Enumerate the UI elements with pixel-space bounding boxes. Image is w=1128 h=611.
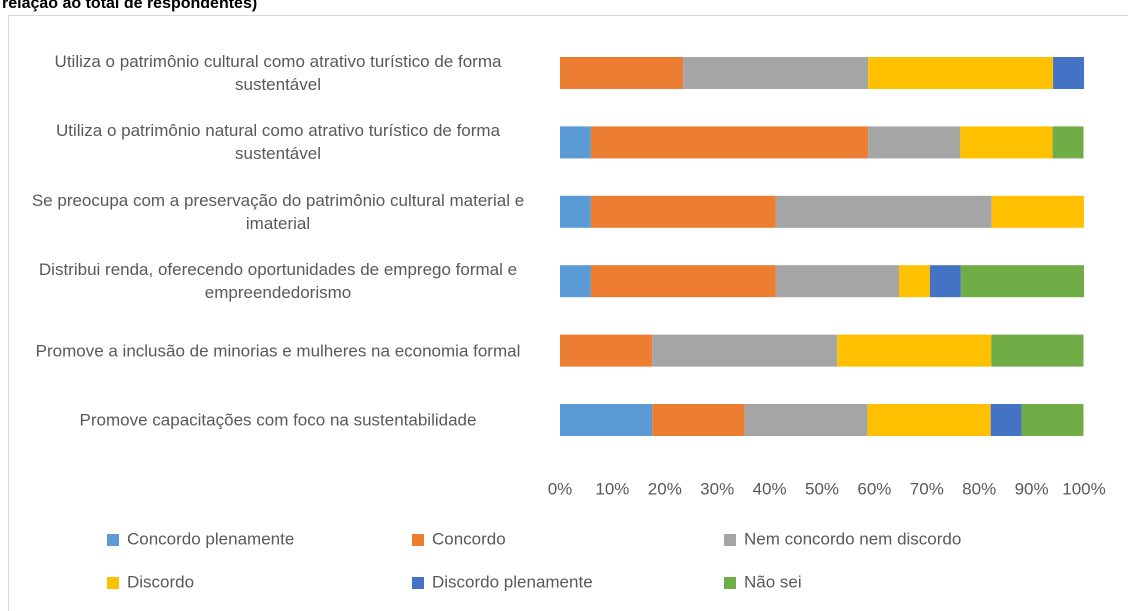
chart-title: relação ao total de respondentes) — [2, 0, 257, 12]
bar-segment — [560, 57, 684, 89]
legend-swatch — [412, 577, 424, 589]
bar-segment — [899, 265, 930, 298]
bar-segment — [1053, 57, 1084, 89]
legend-label: Não sei — [744, 572, 802, 591]
bar-segment — [775, 195, 992, 228]
chart-frame — [8, 15, 1128, 611]
x-tick-label: 60% — [857, 479, 891, 498]
legend-label: Nem concordo nem discordo — [744, 529, 961, 548]
bar-segment — [837, 334, 992, 367]
x-tick-label: 20% — [648, 479, 682, 498]
x-tick-label: 70% — [910, 479, 944, 498]
bar-segment — [560, 334, 653, 367]
legend-label: Discordo — [127, 572, 194, 591]
x-tick-label: 80% — [962, 479, 996, 498]
bar-segment — [590, 126, 869, 159]
y-tick-label: Promove a inclusão de minorias e mulhere… — [35, 341, 521, 361]
bar-segment — [560, 126, 591, 159]
bar-segment — [590, 195, 776, 228]
y-tick-label: Promove capacitações com foco na sustent… — [79, 410, 477, 430]
x-tick-label: 90% — [1015, 479, 1049, 498]
bar-segment — [560, 404, 653, 436]
legend-swatch — [412, 534, 424, 546]
x-tick-label: 100% — [1062, 479, 1105, 498]
y-tick-label: Utiliza o patrimônio natural como atrati… — [55, 121, 501, 164]
bar-segment — [929, 265, 961, 298]
x-tick-label: 50% — [805, 479, 839, 498]
legend-swatch — [107, 577, 119, 589]
y-tick-label: Distribui renda, oferecendo oportunidade… — [38, 260, 518, 303]
x-tick-label: 0% — [548, 479, 573, 498]
bar-segment — [744, 404, 868, 436]
bar-segment — [1052, 126, 1084, 159]
legend-label: Concordo — [432, 529, 506, 548]
legend-swatch — [724, 577, 736, 589]
bar-segment — [590, 265, 776, 298]
x-tick-label: 10% — [595, 479, 629, 498]
bar-segment — [991, 334, 1084, 367]
bar-segment — [775, 265, 900, 298]
y-tick-label: Utiliza o patrimônio cultural como atrat… — [54, 52, 502, 94]
x-tick-label: 30% — [700, 479, 734, 498]
bar-segment — [652, 404, 745, 436]
bar-segment — [960, 265, 1084, 298]
y-tick-label: Se preocupa com a preservação do patrimô… — [31, 190, 525, 233]
bar-segment — [652, 334, 838, 367]
legend-label: Concordo plenamente — [127, 529, 294, 548]
legend-swatch — [724, 534, 736, 546]
bar-segment — [868, 126, 961, 159]
bar-segment — [560, 195, 591, 228]
bar-segment — [1021, 404, 1084, 436]
bar-segment — [990, 404, 1022, 436]
legend-swatch — [107, 534, 119, 546]
bar-segment — [560, 265, 591, 298]
bar-segment — [683, 57, 869, 89]
bar-segment — [868, 57, 1054, 89]
x-tick-label: 40% — [753, 479, 787, 498]
bar-segment — [991, 195, 1084, 228]
bar-segment — [960, 126, 1053, 159]
bar-segment — [867, 404, 991, 436]
legend-label: Discordo plenamente — [432, 572, 593, 591]
